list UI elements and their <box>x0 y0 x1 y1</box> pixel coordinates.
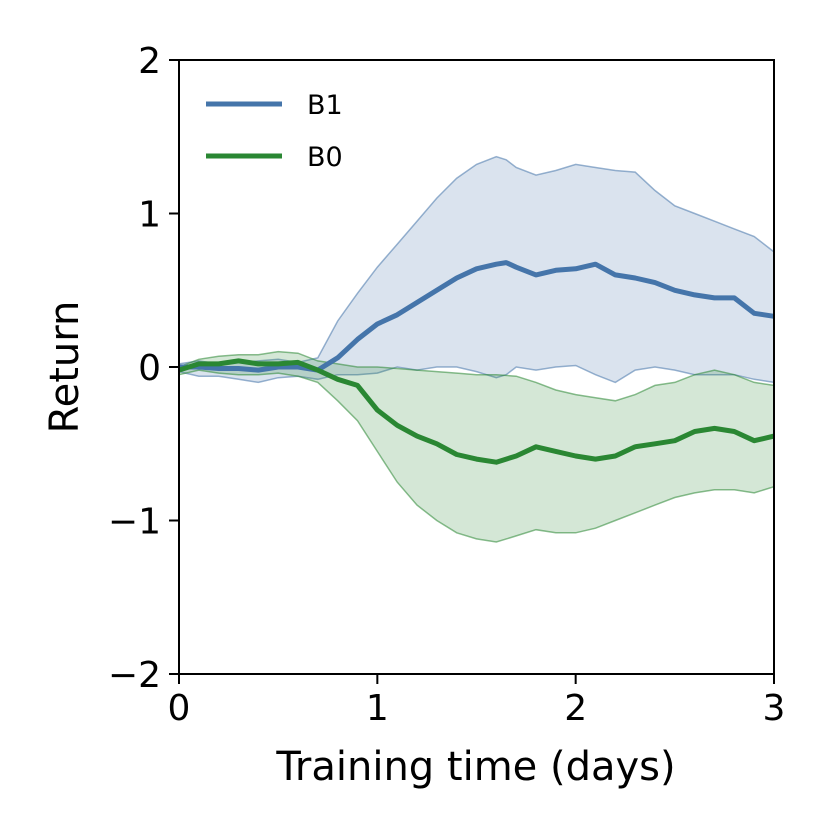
legend-label-b0: B0 <box>307 142 343 173</box>
band-lower-b0 <box>178 369 775 543</box>
y-tick-label: 0 <box>138 348 161 389</box>
legend: B1 B0 <box>206 90 343 173</box>
x-tick-label: 0 <box>168 688 191 729</box>
x-tick-label: 3 <box>763 688 786 729</box>
y-tick-label: −2 <box>108 655 161 696</box>
x-tick-label: 1 <box>366 688 389 729</box>
x-axis-label: Training time (days) <box>275 744 675 790</box>
ticks: 0 1 2 3 −2 −1 0 1 2 <box>108 41 786 729</box>
x-tick-label: 2 <box>564 688 587 729</box>
y-axis-label: Return <box>42 301 88 434</box>
band-b0 <box>179 351 774 542</box>
y-tick-label: 1 <box>138 195 161 236</box>
band-upper-b0 <box>178 350 775 402</box>
y-tick-label: −1 <box>108 502 161 543</box>
plot-area <box>178 155 775 543</box>
series-line-b1 <box>179 260 775 373</box>
y-tick-label: 2 <box>138 41 161 82</box>
series-line-b0 <box>178 358 775 465</box>
band-upper-b1 <box>178 155 775 365</box>
legend-label-b1: B1 <box>307 90 343 121</box>
